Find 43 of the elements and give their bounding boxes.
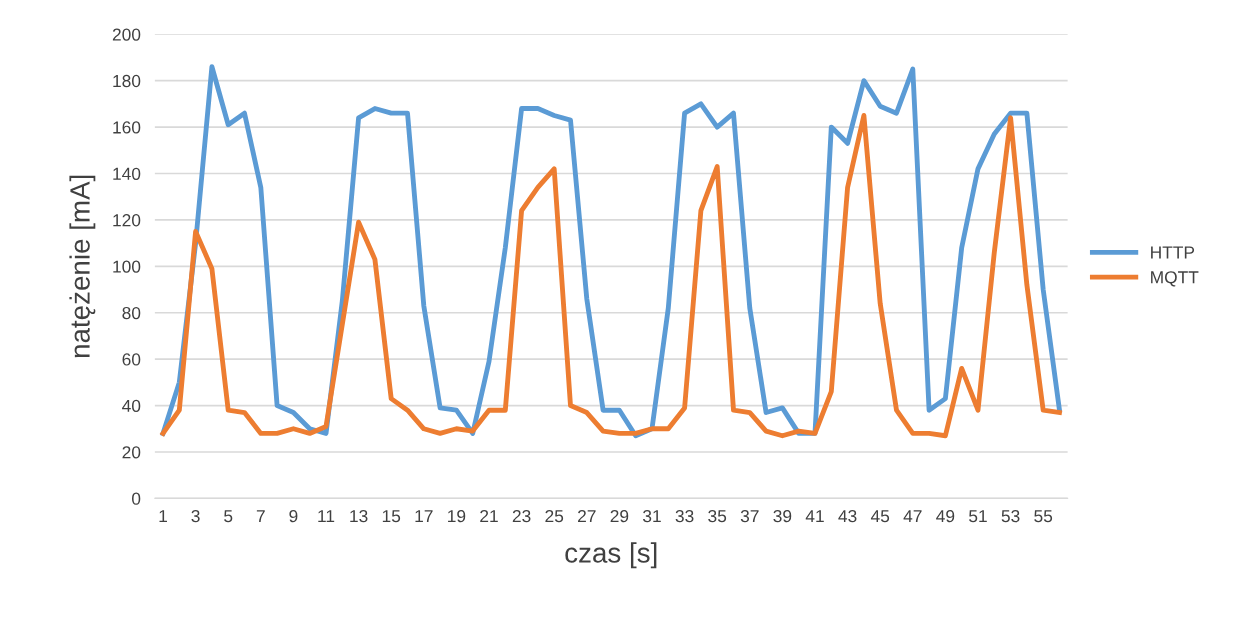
x-axis-title: czas [s] bbox=[565, 542, 657, 569]
y-tick-label: 200 bbox=[112, 28, 141, 41]
y-tick-label: 140 bbox=[113, 167, 141, 180]
x-tick-label: 23 bbox=[512, 509, 531, 523]
y-tick-label: 40 bbox=[122, 399, 141, 413]
x-tick-label: 21 bbox=[480, 509, 498, 523]
x-tick-label: 25 bbox=[545, 509, 564, 523]
x-tick-label: 9 bbox=[289, 509, 298, 523]
x-tick-label: 19 bbox=[448, 509, 466, 523]
x-tick-label: 27 bbox=[578, 509, 596, 523]
y-tick-label: 120 bbox=[113, 214, 141, 227]
y-tick-label: 160 bbox=[113, 121, 141, 134]
x-tick-label: 41 bbox=[805, 510, 824, 523]
x-tick-label: 51 bbox=[969, 510, 987, 523]
x-tick-label: 3 bbox=[191, 509, 200, 523]
x-tick-label: 43 bbox=[838, 509, 857, 523]
y-tick-label: 60 bbox=[122, 353, 141, 366]
x-tick-label: 35 bbox=[708, 509, 727, 523]
x-tick-label: 15 bbox=[382, 510, 401, 523]
y-tick-label: 20 bbox=[122, 446, 141, 459]
x-tick-label: 29 bbox=[610, 509, 629, 523]
y-tick-label: 180 bbox=[113, 74, 141, 88]
x-tick-label: 53 bbox=[1001, 509, 1020, 523]
x-tick-label: 39 bbox=[773, 509, 792, 523]
x-tick-label: 47 bbox=[903, 510, 922, 523]
x-tick-label: 7 bbox=[256, 510, 265, 523]
x-tick-label: 37 bbox=[740, 509, 759, 523]
x-tick-label: 1 bbox=[159, 510, 167, 523]
x-tick-label: 5 bbox=[224, 510, 233, 523]
x-tick-label: 33 bbox=[675, 509, 694, 523]
legend-label: MQTT bbox=[1151, 271, 1199, 287]
x-tick-label: 55 bbox=[1034, 510, 1053, 523]
x-tick-label: 13 bbox=[350, 509, 368, 523]
y-tick-label: 0 bbox=[131, 492, 141, 505]
legend-label: HTTP bbox=[1151, 246, 1195, 259]
x-tick-label: 31 bbox=[643, 509, 661, 523]
x-tick-label: 17 bbox=[415, 510, 433, 523]
y-axis-title: natężenie [mA] bbox=[69, 175, 96, 358]
y-tick-label: 80 bbox=[122, 306, 141, 320]
x-tick-label: 49 bbox=[936, 509, 955, 523]
y-tick-label: 100 bbox=[113, 260, 141, 273]
x-tick-label: 11 bbox=[318, 510, 335, 523]
x-tick-label: 45 bbox=[870, 510, 890, 523]
